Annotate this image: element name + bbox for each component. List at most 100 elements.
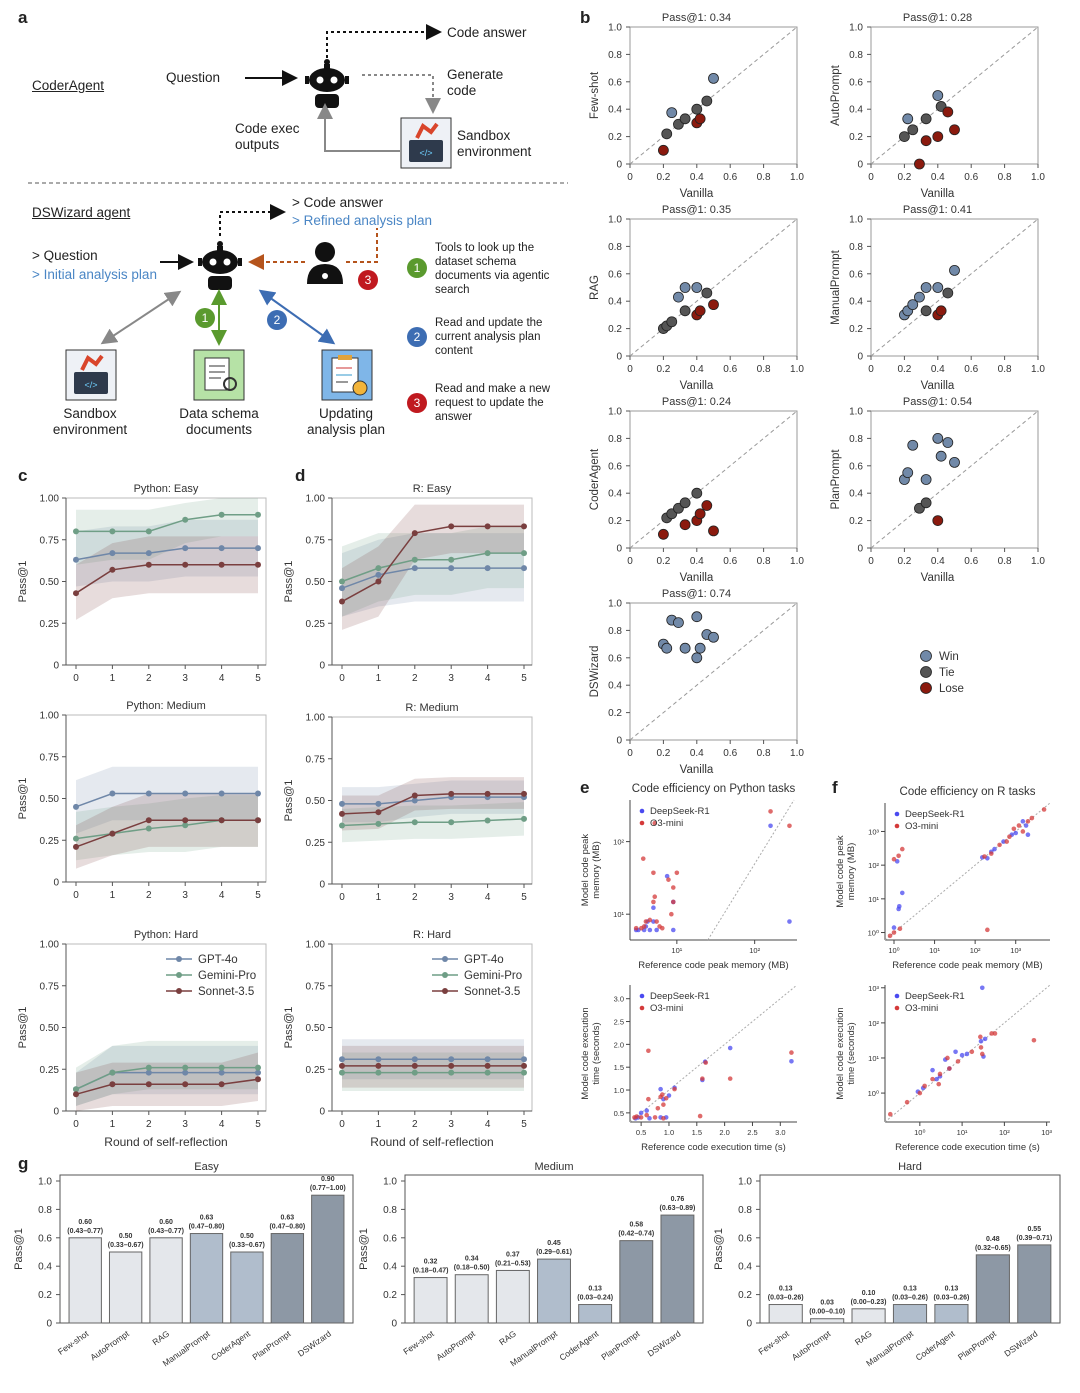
data-point bbox=[73, 1086, 79, 1093]
y-axis-label: Few-shot bbox=[589, 71, 601, 119]
x-tick-label: 0.4 bbox=[931, 172, 945, 183]
data-point bbox=[73, 556, 79, 563]
question-label: Question bbox=[166, 70, 221, 85]
ci-band-Sonnet-3.5 bbox=[76, 536, 258, 620]
bar-value-label: 0.34 bbox=[465, 1256, 479, 1263]
chart-title: Hard bbox=[898, 1161, 922, 1173]
y-tick-label: 1.00 bbox=[40, 940, 60, 951]
point-win bbox=[907, 299, 919, 311]
point-lose bbox=[701, 500, 713, 511]
category-label: PlanPrompt bbox=[956, 1328, 999, 1362]
y-tick-label: 1.0 bbox=[738, 1177, 752, 1188]
y-axis-label: memory (MB) bbox=[591, 841, 602, 899]
bar-chart-g_hard: 0 0.2 0.4 0.6 0.8 1.0 0.13 (0.03–0.26) Few-shot 0… bbox=[713, 1161, 1061, 1368]
y-tick-label: 0.75 bbox=[306, 981, 326, 992]
x-tick-label: 4 bbox=[485, 1119, 491, 1130]
category-label: CoderAgent bbox=[914, 1328, 957, 1363]
y-tick-label: 0.6 bbox=[849, 461, 863, 472]
bar-value-label: 0.03 bbox=[820, 1300, 834, 1307]
x-tick-label: 2 bbox=[412, 1119, 418, 1130]
y-axis-label: Pass@1 bbox=[17, 1007, 29, 1049]
point-lose bbox=[694, 113, 706, 125]
x-tick-label: 0.6 bbox=[723, 364, 737, 375]
data-point bbox=[411, 1069, 418, 1076]
point-O3-mini bbox=[922, 1083, 927, 1089]
chart-title: Pass@1: 0.34 bbox=[662, 12, 731, 24]
data-point bbox=[521, 815, 527, 822]
y-tick-label: 0.6 bbox=[608, 461, 622, 472]
x-axis-label: Reference code execution time (s) bbox=[641, 1142, 786, 1153]
y-axis-label: Model code execution bbox=[835, 1007, 846, 1099]
bar-ci-label: (0.18–0.50) bbox=[454, 1265, 490, 1272]
series-line-GPT-4o bbox=[75, 547, 258, 561]
line: Generate bbox=[447, 67, 504, 82]
point-O3-mini bbox=[887, 933, 893, 939]
y-tick-label: 1.0 bbox=[38, 1177, 52, 1188]
point-win bbox=[673, 291, 684, 303]
point-O3-mini bbox=[644, 1112, 649, 1118]
y-tick-label: 0.4 bbox=[849, 489, 863, 500]
robot-icon bbox=[305, 59, 349, 108]
line-chart-d_easy: 0 0.25 0.50 0.75 1.00 0 1 2 3 4 5 R: Easy Pass@1 bbox=[283, 483, 533, 684]
category-label: Few-shot bbox=[756, 1328, 791, 1357]
point-win bbox=[902, 467, 914, 479]
data-point bbox=[448, 523, 455, 530]
ci-band-Sonnet-3.5 bbox=[342, 504, 524, 630]
point-DeepSeek-R1 bbox=[992, 846, 997, 852]
point-lose bbox=[658, 528, 669, 540]
y-axis-label: Model code peak bbox=[580, 834, 591, 907]
data-point bbox=[339, 585, 345, 592]
line: Data schema bbox=[179, 406, 259, 421]
point-win bbox=[673, 617, 684, 628]
category-label: DSWizard bbox=[296, 1328, 333, 1358]
step-2-badge: 2 bbox=[267, 310, 287, 330]
data-point bbox=[73, 835, 79, 842]
point-win bbox=[932, 282, 944, 293]
point-tie bbox=[920, 497, 932, 509]
diagonal-line bbox=[629, 984, 798, 1123]
point-O3-mini bbox=[633, 925, 639, 931]
code-answer-label: Code answer bbox=[447, 25, 527, 40]
dswizard-agent-title: DSWizard agent bbox=[32, 205, 131, 220]
x-tick-label: 1.5 bbox=[692, 1128, 702, 1137]
legend-marker bbox=[176, 972, 182, 978]
ci-band-Sonnet-3.5 bbox=[342, 1045, 524, 1088]
point-O3-mini bbox=[670, 899, 676, 905]
y-tick-label: 1.0 bbox=[608, 599, 622, 610]
y-tick-label: 0.5 bbox=[614, 1109, 624, 1118]
ci-band-GPT-4o bbox=[342, 533, 524, 617]
data-point bbox=[339, 1069, 345, 1076]
data-point bbox=[521, 790, 527, 797]
ci-band-GPT-4o bbox=[342, 780, 524, 823]
y-axis-label: RAG bbox=[589, 275, 601, 300]
data-point bbox=[375, 820, 382, 827]
data-point bbox=[521, 1056, 527, 1063]
panel-label-a: a bbox=[18, 8, 28, 27]
bar-DSWizard bbox=[660, 1214, 695, 1324]
point-O3-mini bbox=[1016, 823, 1022, 828]
category-label: RAG bbox=[150, 1328, 171, 1347]
data-point bbox=[109, 528, 116, 535]
y-tick-label: 0.6 bbox=[383, 1233, 397, 1244]
x-tick-label: 1.0 bbox=[790, 172, 804, 183]
point-DeepSeek-R1 bbox=[896, 904, 902, 909]
x-tick-label: 0.2 bbox=[656, 364, 670, 375]
data-point bbox=[73, 803, 79, 810]
x-tick-label: 0.6 bbox=[964, 364, 978, 375]
x-axis-label: Reference code peak memory (MB) bbox=[638, 960, 788, 971]
updating-plan-label: Updating analysis plan bbox=[300, 406, 392, 438]
x-tick-label: 1.0 bbox=[790, 364, 804, 375]
x-tick-label: 3 bbox=[182, 673, 188, 684]
point-lose bbox=[932, 515, 944, 526]
data-point bbox=[255, 511, 261, 518]
x-tick-label: 0 bbox=[73, 1119, 79, 1130]
point-lose bbox=[708, 525, 719, 537]
point-DeepSeek-R1 bbox=[930, 1067, 935, 1073]
line: environment bbox=[52, 422, 128, 437]
y-tick-label: 0 bbox=[319, 880, 325, 891]
legend-marker bbox=[176, 956, 182, 962]
point-DeepSeek-R1 bbox=[638, 1110, 644, 1116]
point-O3-mini bbox=[947, 1066, 952, 1071]
